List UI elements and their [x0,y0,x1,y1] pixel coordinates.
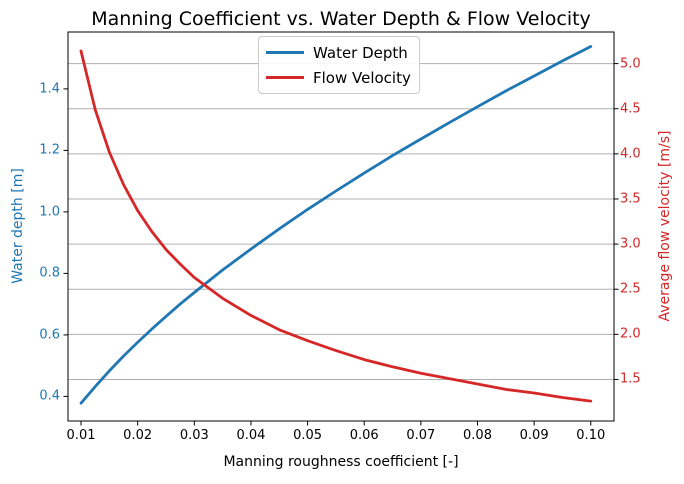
y-right-tick-label: 3.5 [620,191,641,207]
flow-velocity-line [79,49,593,403]
x-tick-label: 0.02 [123,428,153,443]
x-axis-label: Manning roughness coefficient [-] [223,454,459,470]
water-depth-line [79,45,593,405]
x-tick-label: 0.10 [576,428,606,443]
legend-label-flow-velocity: Flow Velocity [313,68,411,87]
y-right-tick-label: 2.0 [620,326,641,342]
chart-title: Manning Coefficient vs. Water Depth & Fl… [91,8,591,30]
x-tick-label: 0.03 [179,428,209,443]
y-left-tick-label: 0.6 [39,327,60,343]
water-depth-line-swatch [266,51,304,54]
legend-label-water-depth: Water Depth [313,43,408,62]
y-axis-label-right: Average flow velocity [m/s] [657,130,673,322]
y-axis-label-left: Water depth [m] [10,168,26,284]
y-left-tick-label: 1.2 [39,142,60,158]
x-tick-label: 0.07 [406,428,436,443]
y-left-tick-label: 0.4 [39,388,60,404]
y-right-tick-label: 4.0 [620,146,641,162]
flow-velocity-line-swatch [266,76,304,79]
legend-item-flow-velocity: Flow Velocity [266,65,411,90]
y-right-tick-label: 3.0 [620,236,641,252]
legend: Water Depth Flow Velocity [258,36,420,94]
x-tick-label: 0.01 [66,428,96,443]
legend-item-water-depth: Water Depth [266,40,411,65]
y-right-tick-label: 4.5 [620,101,641,117]
plot-border [67,31,615,422]
x-tick-label: 0.08 [463,428,492,443]
x-tick-label: 0.09 [519,428,549,443]
y-left-tick-label: 0.8 [39,265,60,281]
y-left-tick-label: 1.0 [39,204,60,220]
y-left-tick-label: 1.4 [39,81,60,97]
x-tick-label: 0.06 [349,428,379,443]
x-tick-label: 0.04 [236,428,266,443]
x-tick-label: 0.05 [293,428,323,443]
y-right-tick-label: 2.5 [620,281,641,297]
y-right-tick-label: 5.0 [620,56,641,72]
y-right-tick-label: 1.5 [620,371,641,387]
